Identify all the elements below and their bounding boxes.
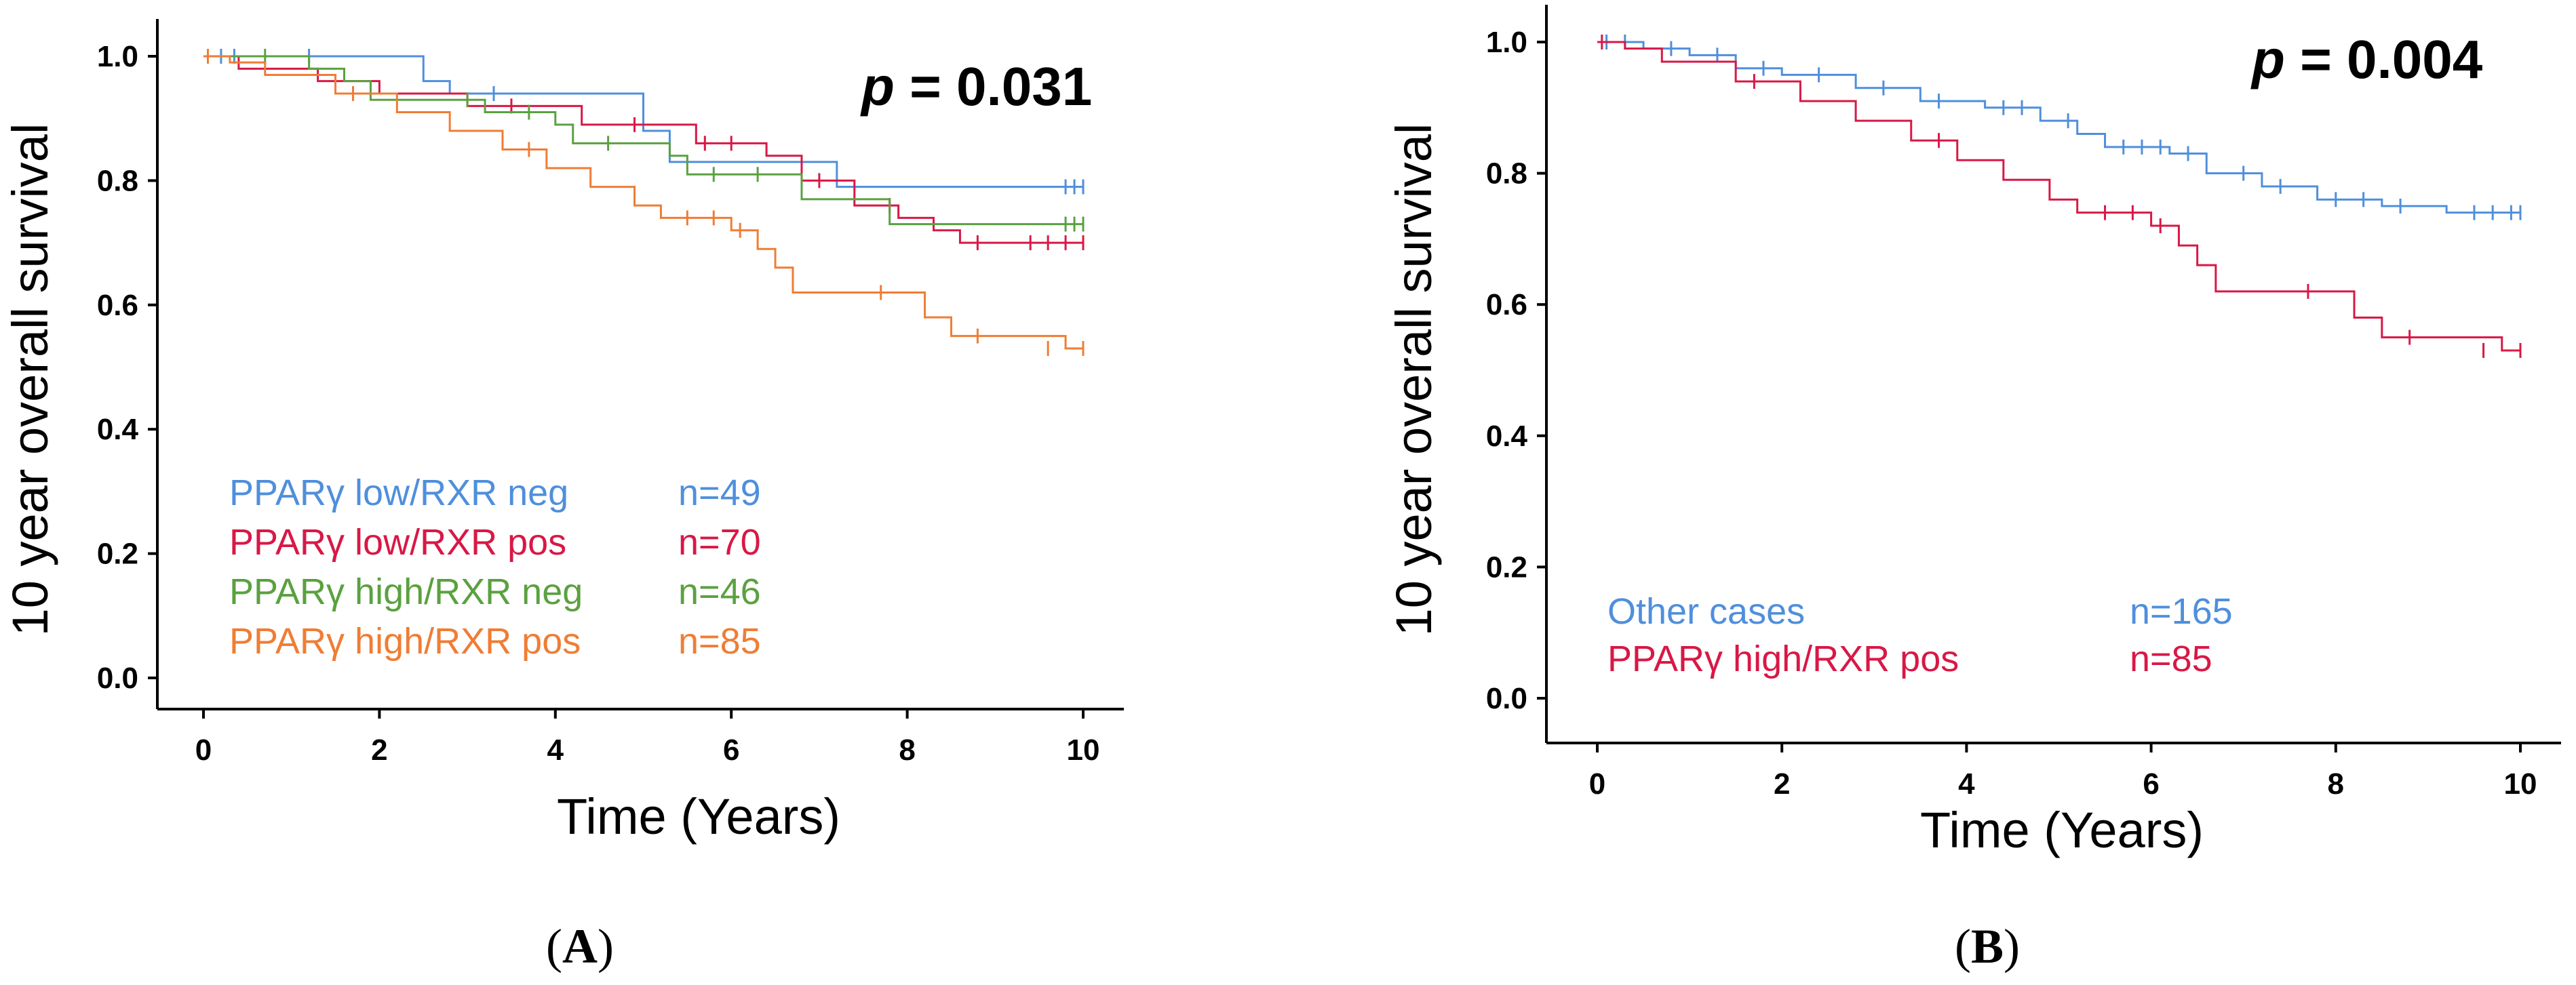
y-axis-title: 10 year overall survival — [1386, 123, 1442, 637]
y-axis-title: 10 year overall survival — [2, 123, 58, 637]
survival-curve — [203, 55, 1083, 188]
legend-n-label: n=165 — [2130, 591, 2233, 632]
x-axis-title: Time (Years) — [1920, 802, 2204, 858]
legend-label: PPARγ high/RXR neg — [229, 571, 583, 612]
x-tick-label: 10 — [1067, 733, 1100, 767]
y-tick-label: 0.2 — [1486, 550, 1527, 584]
legend-label: PPARγ low/RXR neg — [229, 473, 568, 513]
survival-curve — [203, 55, 1083, 226]
panel-label-part: ( — [1955, 919, 1971, 973]
x-tick-label: 0 — [1589, 767, 1605, 801]
x-tick-label: 10 — [2504, 767, 2537, 801]
legend-label: Other cases — [1607, 591, 1805, 632]
p-value-symbol: p — [2250, 29, 2285, 89]
p-value-annotation: p = 0.031 — [860, 56, 1092, 117]
y-tick-label: 0.8 — [97, 164, 138, 197]
x-tick-label: 6 — [2143, 767, 2159, 801]
panel-a-chart: 0.0 0.2 0.4 0.6 0.8 1.0 0 2 4 6 8 10 Time (Years) 10 … — [2, 19, 1124, 973]
panel-label-part: ) — [598, 919, 614, 973]
x-tick-label: 8 — [2328, 767, 2344, 801]
panel-b-chart: 0.0 0.2 0.4 0.6 0.8 1.0 0 2 4 6 8 10 Time (Years) 10 … — [1386, 5, 2561, 973]
y-tick-label: 0.0 — [97, 662, 138, 695]
y-tick-label: 1.0 — [97, 40, 138, 73]
x-tick-label: 8 — [899, 733, 915, 767]
y-tick-label: 0.6 — [97, 289, 138, 322]
y-tick-label: 0.8 — [1486, 157, 1527, 190]
x-axis-title: Time (Years) — [557, 788, 840, 845]
y-tick-label: 0.4 — [1486, 420, 1528, 453]
y-tick-label: 0.0 — [1486, 682, 1527, 715]
x-tick-label: 4 — [547, 733, 564, 767]
p-value-number: = 0.004 — [2285, 29, 2483, 89]
panel-label-part: A — [562, 919, 598, 973]
legend-n-label: n=85 — [678, 621, 761, 662]
y-tick-label: 1.0 — [1486, 26, 1527, 59]
legend-n-label: n=70 — [678, 522, 761, 563]
legend-n-label: n=46 — [678, 571, 761, 612]
p-value-symbol: p — [860, 56, 895, 117]
legend-label: PPARγ high/RXR pos — [1607, 639, 1959, 679]
p-value-annotation: p = 0.004 — [2250, 29, 2483, 89]
legend-label: PPARγ high/RXR pos — [229, 621, 581, 662]
legend-label: PPARγ low/RXR pos — [229, 522, 566, 563]
x-tick-label: 2 — [371, 733, 387, 767]
panel-label-part: ) — [2004, 919, 2020, 973]
y-tick-label: 0.6 — [1486, 288, 1527, 321]
legend-n-label: n=85 — [2130, 639, 2212, 679]
survival-curve — [203, 55, 1083, 350]
panel-label-part: B — [1971, 919, 2004, 973]
survival-curve — [1597, 41, 2520, 352]
panel-label: (B) — [1955, 919, 2020, 973]
p-value-number: = 0.031 — [895, 56, 1092, 117]
panel-label: (A) — [546, 919, 614, 973]
x-tick-label: 6 — [723, 733, 739, 767]
y-tick-label: 0.2 — [97, 538, 138, 571]
y-tick-label: 0.4 — [97, 413, 139, 446]
x-tick-label: 2 — [1774, 767, 1790, 801]
x-tick-label: 4 — [1958, 767, 1975, 801]
panel-label-part: ( — [546, 919, 562, 973]
x-tick-label: 0 — [195, 733, 212, 767]
legend-n-label: n=49 — [678, 473, 761, 513]
